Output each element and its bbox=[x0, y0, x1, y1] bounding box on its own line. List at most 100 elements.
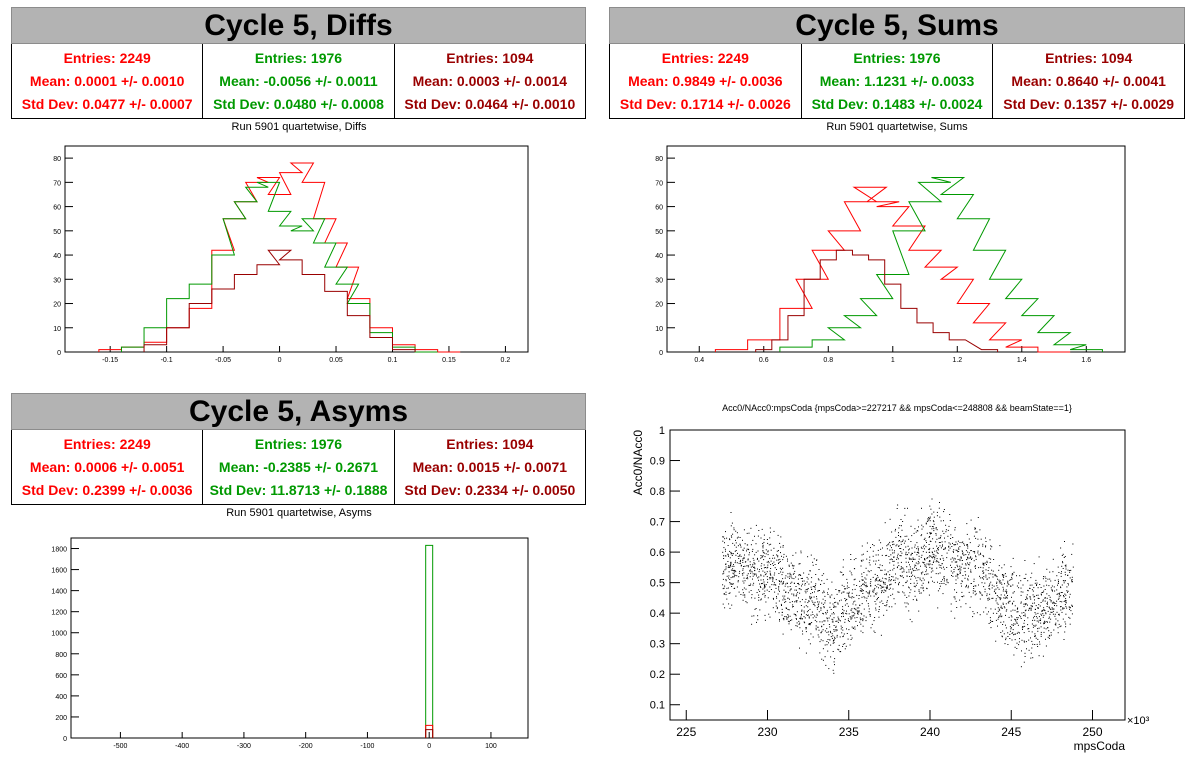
scatter-point bbox=[852, 589, 854, 591]
scatter-point bbox=[763, 541, 765, 543]
scatter-point bbox=[792, 604, 794, 606]
scatter-point bbox=[795, 600, 797, 602]
scatter-point bbox=[796, 600, 798, 602]
scatter-point bbox=[814, 615, 816, 617]
scatter-point bbox=[810, 586, 812, 588]
scatter-point bbox=[814, 601, 816, 603]
scatter-point bbox=[935, 573, 937, 575]
scatter-point bbox=[1034, 582, 1036, 584]
mean-label: Mean: 0.9849 +/- 0.0036 bbox=[628, 72, 783, 89]
scatter-point bbox=[985, 545, 987, 547]
scatter-point bbox=[883, 586, 885, 588]
scatter-point bbox=[989, 621, 991, 623]
scatter-point bbox=[769, 578, 771, 580]
scatter-point bbox=[893, 543, 895, 545]
scatter-point bbox=[1049, 596, 1051, 598]
scatter-point bbox=[892, 544, 894, 546]
scatter-point bbox=[968, 538, 970, 540]
scatter-point bbox=[956, 543, 958, 545]
scatter-point bbox=[723, 555, 724, 557]
scatter-point bbox=[1068, 584, 1069, 586]
scatter-point bbox=[770, 568, 772, 569]
scatter-point bbox=[962, 596, 963, 598]
scatter-point bbox=[933, 560, 935, 562]
scatter-point bbox=[795, 576, 797, 578]
scatter-point bbox=[767, 550, 769, 552]
x-tick-label: -0.05 bbox=[215, 357, 231, 364]
scatter-point bbox=[786, 608, 788, 609]
scatter-point bbox=[728, 555, 729, 557]
scatter-point bbox=[920, 587, 922, 589]
scatter-point bbox=[938, 561, 940, 563]
scatter-point bbox=[880, 548, 882, 550]
scatter-point bbox=[872, 555, 874, 557]
scatter-point bbox=[734, 571, 735, 573]
scatter-point bbox=[851, 626, 853, 628]
scatter-point bbox=[1048, 634, 1050, 636]
scatter-point bbox=[950, 570, 952, 572]
scatter-point bbox=[776, 597, 778, 599]
scatter-point bbox=[921, 580, 923, 582]
scatter-point bbox=[750, 590, 752, 591]
scatter-point bbox=[957, 559, 959, 560]
scatter-point bbox=[980, 592, 982, 594]
scatter-point bbox=[870, 547, 871, 549]
scatter-point bbox=[1060, 592, 1062, 593]
scatter-point bbox=[953, 549, 955, 551]
scatter-point bbox=[963, 595, 965, 597]
scatter-point bbox=[929, 518, 931, 519]
scatter-point bbox=[870, 585, 872, 587]
scatter-point bbox=[901, 571, 903, 573]
scatter-point bbox=[909, 566, 911, 568]
scatter-point bbox=[861, 613, 863, 615]
scatter-point bbox=[742, 580, 744, 582]
scatter-point bbox=[1043, 627, 1045, 629]
scatter-point bbox=[745, 561, 747, 563]
scatter-point bbox=[804, 601, 806, 603]
scatter-point bbox=[928, 548, 930, 550]
scatter-point bbox=[1060, 625, 1062, 627]
scatter-point bbox=[1048, 616, 1050, 618]
scatter-point bbox=[791, 564, 793, 566]
scatter-point bbox=[935, 561, 937, 563]
scatter-point bbox=[959, 546, 961, 548]
scatter-point bbox=[1061, 611, 1063, 613]
scatter-point bbox=[958, 568, 960, 570]
scatter-point bbox=[722, 573, 724, 575]
scatter-point bbox=[813, 558, 815, 560]
scatter-point bbox=[807, 578, 809, 580]
scatter-point bbox=[798, 597, 799, 599]
scatter-point bbox=[925, 573, 927, 575]
scatter-point bbox=[863, 608, 865, 610]
scatter-point bbox=[919, 579, 921, 581]
scatter-point bbox=[1030, 607, 1032, 609]
scatter-point bbox=[979, 529, 981, 531]
scatter-point bbox=[1013, 654, 1015, 656]
scatter-point bbox=[923, 590, 925, 592]
scatter-point bbox=[1033, 587, 1035, 589]
scatter-point bbox=[961, 596, 963, 597]
scatter-point bbox=[923, 562, 925, 564]
scatter-point bbox=[739, 570, 741, 572]
scatter-point bbox=[762, 570, 764, 572]
scatter-point bbox=[959, 599, 961, 601]
scatter-point bbox=[960, 606, 962, 608]
scatter-point bbox=[891, 576, 893, 577]
scatter-point bbox=[902, 549, 904, 551]
scatter-point bbox=[802, 577, 803, 579]
scatter-point bbox=[862, 625, 864, 627]
scatter-point bbox=[976, 531, 978, 533]
scatter-point bbox=[850, 609, 852, 611]
scatter-point bbox=[742, 594, 744, 596]
scatter-point bbox=[729, 539, 731, 541]
scatter-point bbox=[737, 552, 738, 554]
scatter-point bbox=[912, 574, 914, 576]
scatter-point bbox=[745, 601, 747, 603]
scatter-point bbox=[1040, 622, 1042, 624]
scatter-point bbox=[931, 498, 933, 500]
scatter-point bbox=[760, 574, 762, 576]
scatter-point bbox=[1062, 607, 1064, 609]
scatter-point bbox=[893, 556, 895, 558]
scatter-point bbox=[750, 527, 752, 529]
scatter-point bbox=[1065, 602, 1067, 604]
